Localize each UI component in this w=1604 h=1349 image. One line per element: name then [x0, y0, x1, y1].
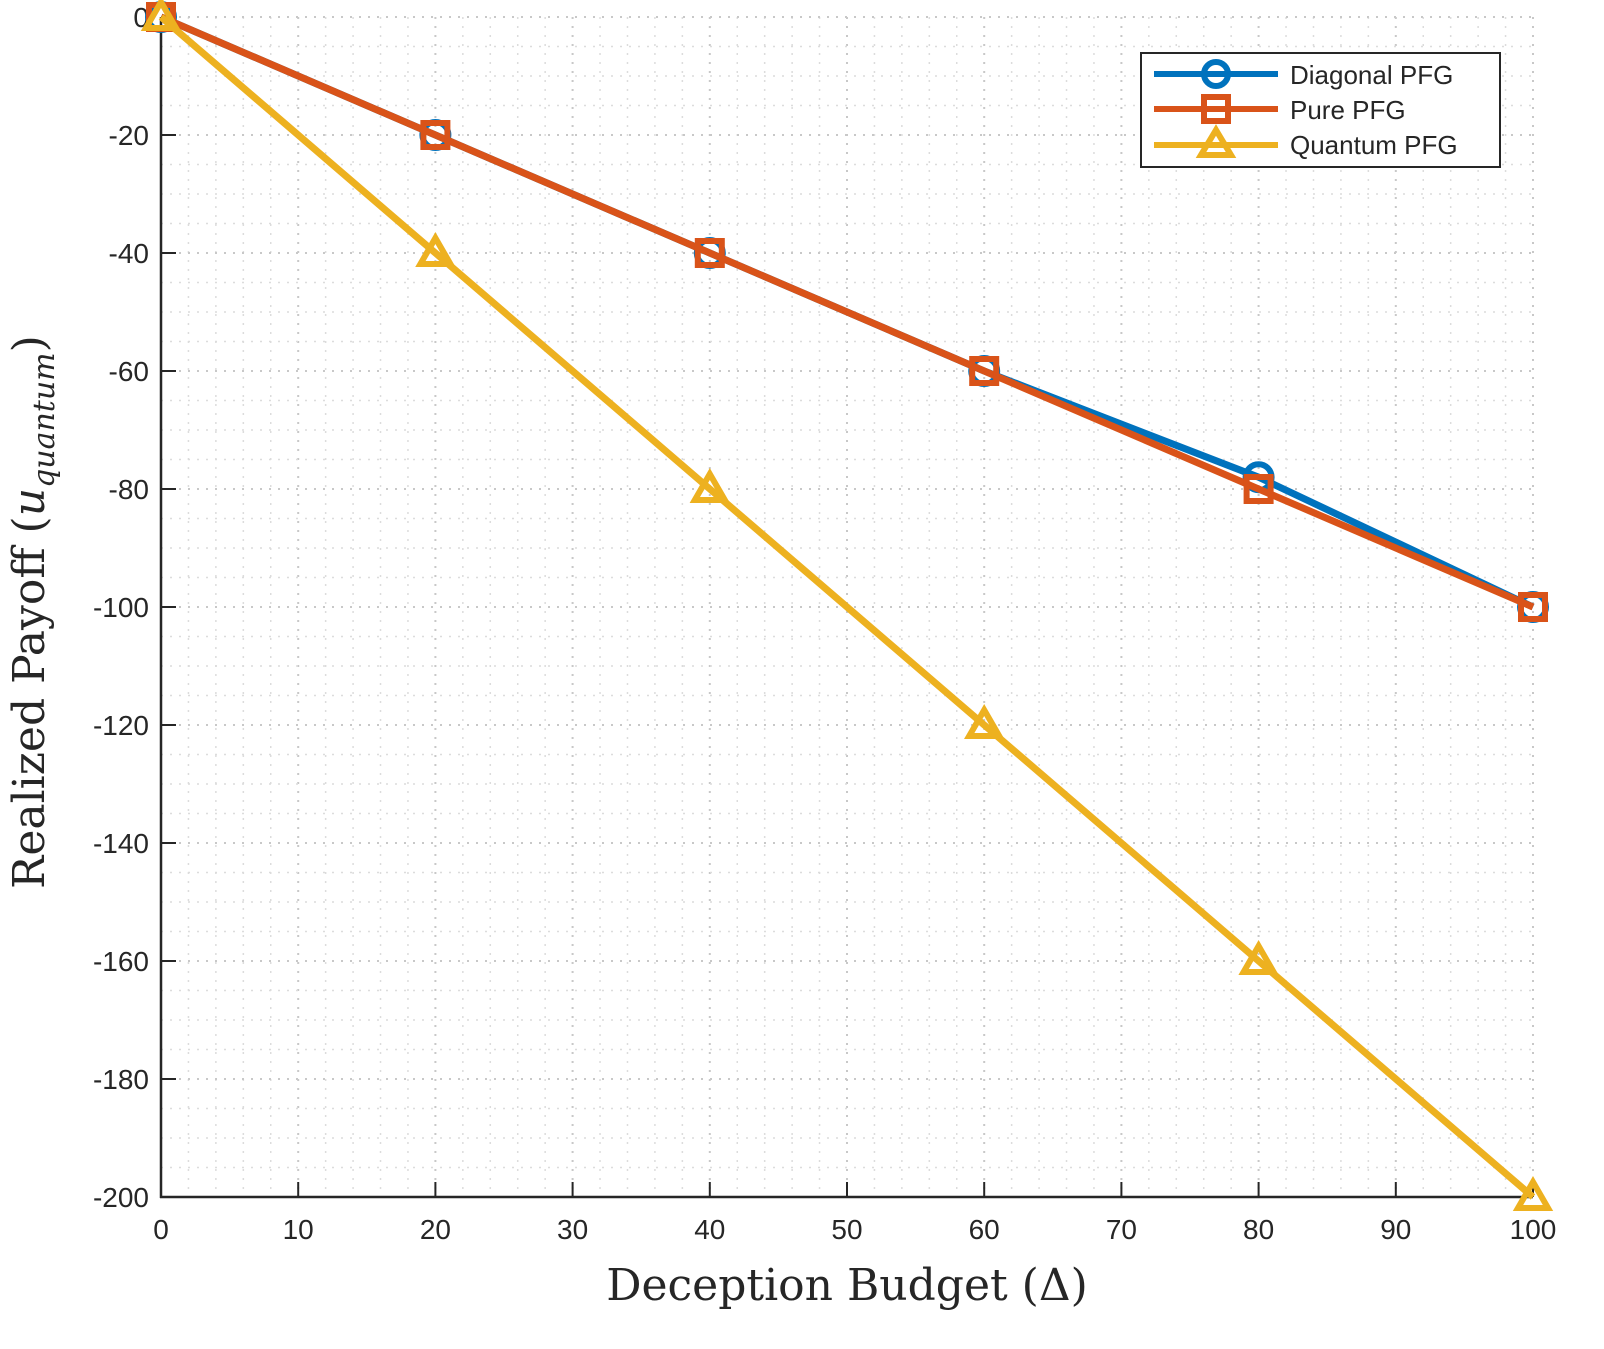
y-tick-label: -180 [93, 1064, 149, 1095]
data-point-square [694, 238, 725, 268]
y-axis-label-sub: quantum [27, 352, 62, 488]
x-tick-label: 40 [694, 1214, 725, 1245]
data-point-triangle [140, 0, 182, 31]
data-point-square [1243, 474, 1274, 504]
data-point-triangle [1512, 1175, 1554, 1211]
series-group [140, 0, 1554, 1211]
series-line-quantum-pfg [158, 14, 1536, 1200]
x-tick-label: 30 [557, 1214, 588, 1245]
y-tick-label: -140 [93, 828, 149, 859]
y-axis-label-var: u [4, 488, 55, 516]
y-tick-label: -200 [93, 1182, 149, 1213]
y-ticks: 0-20-40-60-80-100-120-140-160-180-200 [93, 2, 176, 1213]
legend: Diagonal PFG Pure PFG Quantum PFG [1140, 52, 1501, 168]
legend-item-diagonal: Diagonal PFG [1154, 59, 1453, 90]
x-tick-label: 50 [831, 1214, 862, 1245]
legend-square-marker-icon [1201, 94, 1231, 124]
y-tick-label: -40 [109, 238, 149, 269]
x-tick-label: 60 [969, 1214, 1000, 1245]
series-line-pure-pfg [159, 13, 1535, 611]
y-tick-label: -60 [109, 356, 149, 387]
y-tick-label: -160 [93, 946, 149, 977]
data-point-triangle [415, 231, 456, 267]
x-axis-label: Deception Budget (Δ) [606, 1260, 1088, 1311]
legend-triangle-marker-icon [1195, 124, 1237, 158]
y-tick-label: -120 [93, 710, 149, 741]
data-point-square [1518, 592, 1548, 622]
data-point-square [420, 120, 451, 150]
series-quantum-pfg [140, 0, 1554, 1211]
data-point-triangle [1238, 939, 1279, 975]
x-tick-label: 0 [153, 1214, 169, 1245]
legend-circle-marker-icon [1201, 59, 1231, 89]
x-tick-label: 70 [1106, 1214, 1137, 1245]
y-axis-label-close: ) [4, 335, 55, 352]
svg-text:Realized Payoff (uquantum): Realized Payoff (uquantum) [4, 335, 62, 889]
x-ticks: 0 10 20 30 40 50 60 70 80 90 100 [153, 1182, 1556, 1245]
x-tick-label: 10 [283, 1214, 314, 1245]
x-tick-label: 80 [1243, 1214, 1274, 1245]
legend-label-pure: Pure PFG [1290, 95, 1406, 125]
y-tick-label: -80 [109, 474, 149, 505]
y-axis-label-main: Realized Payoff ( [4, 516, 55, 889]
data-point-triangle [689, 467, 730, 503]
y-axis-label: Realized Payoff (uquantum) [4, 335, 62, 889]
legend-label-quantum: Quantum PFG [1290, 130, 1458, 160]
x-tick-label: 90 [1380, 1214, 1411, 1245]
legend-item-quantum: Quantum PFG [1154, 124, 1458, 160]
x-tick-label: 20 [420, 1214, 451, 1245]
data-point-triangle [964, 703, 1005, 739]
x-tick-label: 100 [1510, 1214, 1557, 1245]
legend-item-pure: Pure PFG [1154, 94, 1406, 125]
y-tick-label: -100 [93, 592, 149, 623]
y-tick-label: -20 [109, 120, 149, 151]
legend-label-diagonal: Diagonal PFG [1290, 60, 1453, 90]
data-point-square [969, 356, 1000, 386]
